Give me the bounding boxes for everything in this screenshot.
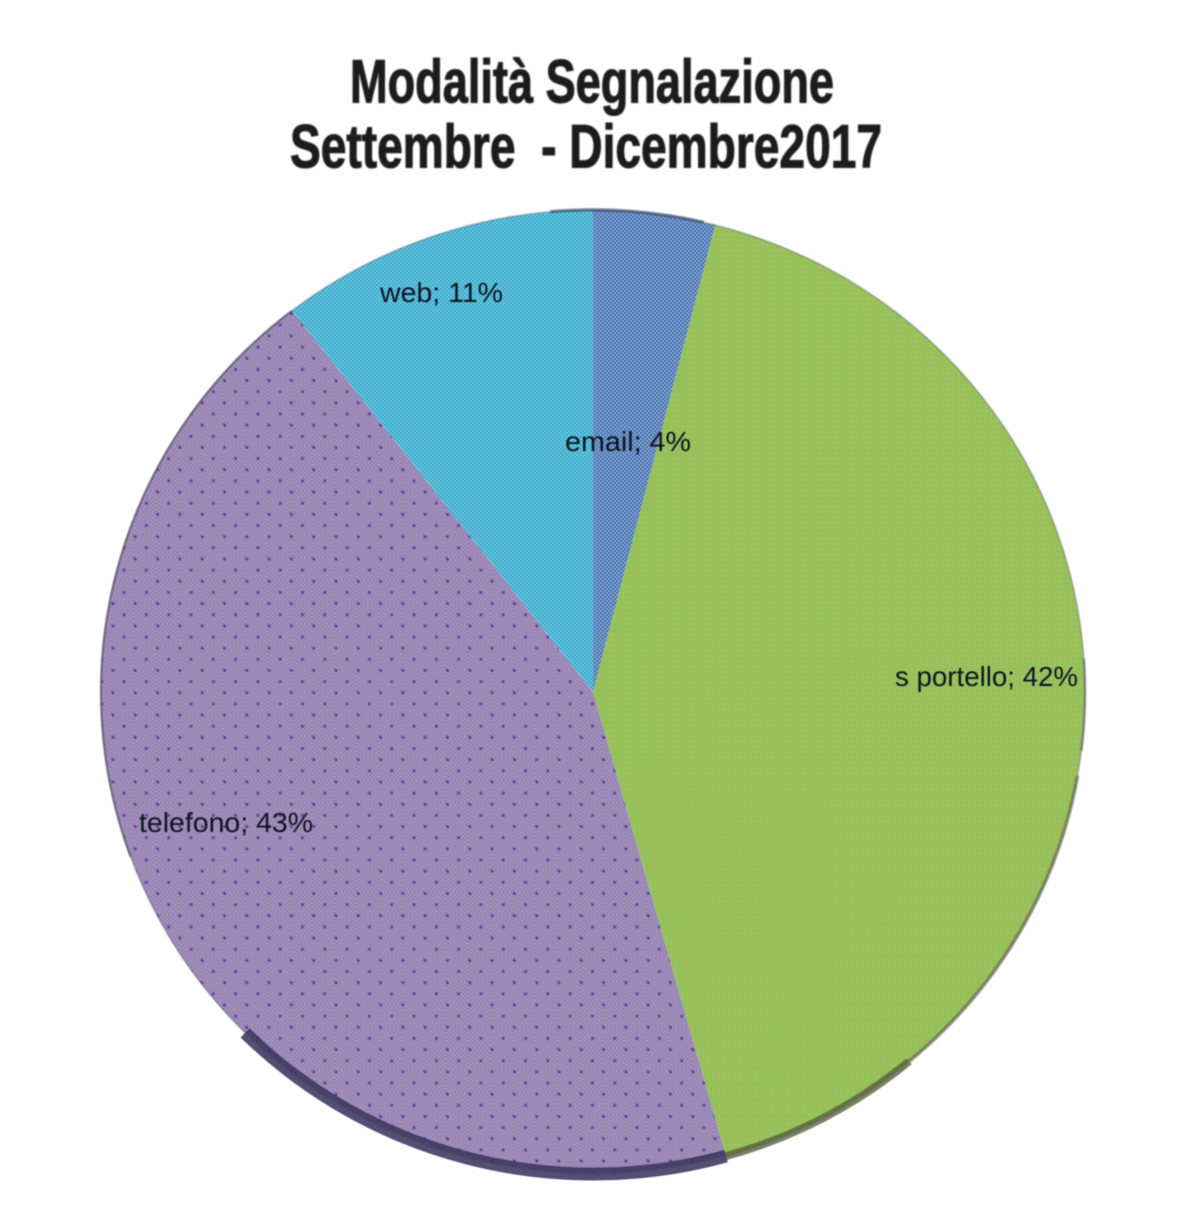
svg-text:email; 4%: email; 4%	[565, 426, 691, 457]
svg-text:web; 11%: web; 11%	[379, 277, 503, 308]
svg-text:Settembre - Dicembre2017: Settembre - Dicembre2017	[290, 113, 882, 181]
svg-text:Modalità Segnalazione: Modalità Segnalazione	[350, 48, 834, 116]
svg-text:s portello; 42%: s portello; 42%	[895, 661, 1078, 692]
svg-text:telefono; 43%: telefono; 43%	[139, 807, 313, 838]
